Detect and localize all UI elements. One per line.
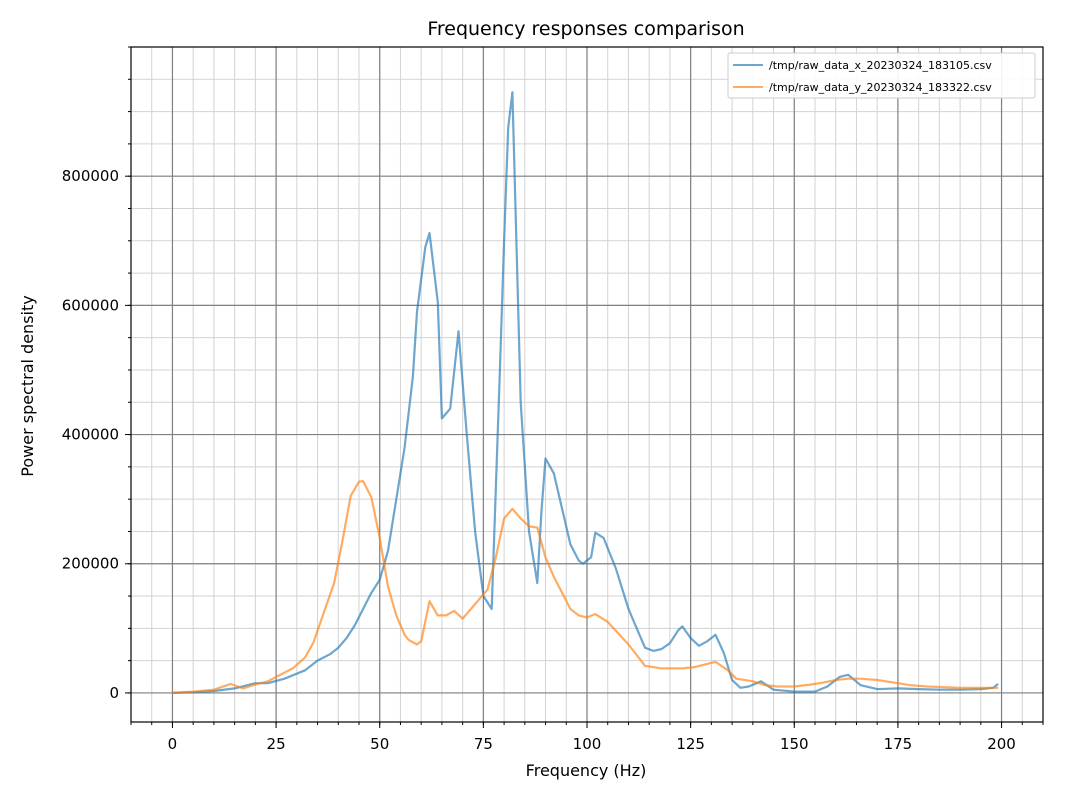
x-tick-label: 100 xyxy=(573,735,602,753)
major-grid xyxy=(131,47,1043,722)
x-tick-label: 200 xyxy=(987,735,1016,753)
chart-title: Frequency responses comparison xyxy=(427,18,744,40)
x-tick-label: 50 xyxy=(370,735,389,753)
x-tick-label: 125 xyxy=(676,735,705,753)
y-tick-label: 200000 xyxy=(62,555,119,573)
x-axis-label: Frequency (Hz) xyxy=(526,761,647,780)
y-tick-label: 400000 xyxy=(62,426,119,444)
ticks-layer: 0 25 50 75 100 125 150 175 200 0 200000 400000 60000… xyxy=(62,46,1044,753)
y-tick-label: 600000 xyxy=(62,296,119,314)
y-axis-label: Power spectral density xyxy=(18,295,37,476)
x-tick-label: 25 xyxy=(267,735,286,753)
series-line-x xyxy=(171,91,999,695)
series-line-y xyxy=(171,480,999,695)
x-tick-label: 0 xyxy=(168,735,178,753)
y-tick-label: 800000 xyxy=(62,167,119,185)
series-layer xyxy=(171,91,999,695)
legend: /tmp/raw_data_x_20230324_183105.csv /tmp… xyxy=(727,52,1036,99)
legend-label-x: /tmp/raw_data_x_20230324_183105.csv xyxy=(769,59,992,72)
x-tick-label: 75 xyxy=(474,735,493,753)
x-tick-label: 150 xyxy=(780,735,809,753)
y-tick-label: 0 xyxy=(109,684,119,702)
legend-box xyxy=(727,52,1036,99)
legend-label-y: /tmp/raw_data_y_20230324_183322.csv xyxy=(769,81,992,94)
x-tick-label: 175 xyxy=(884,735,913,753)
